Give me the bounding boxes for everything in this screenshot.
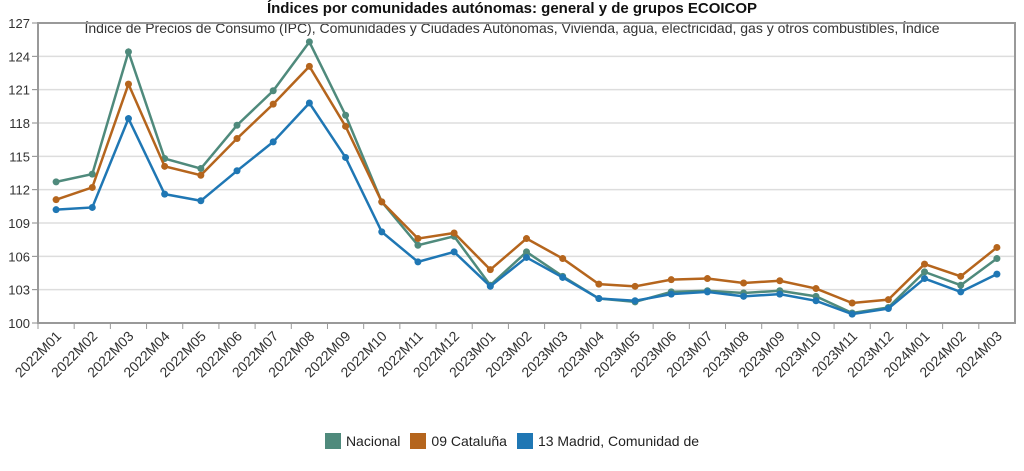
data-point bbox=[88, 170, 96, 178]
data-point bbox=[269, 100, 277, 108]
data-point bbox=[884, 305, 892, 313]
data-point bbox=[233, 121, 241, 129]
data-point bbox=[378, 198, 386, 206]
data-point bbox=[450, 248, 458, 256]
series-line-1 bbox=[55, 64, 998, 305]
chart-title: Índices por comunidades autónomas: gener… bbox=[266, 0, 758, 17]
data-point bbox=[559, 273, 567, 281]
line-chart: 1001031061091121151181211241272022M01202… bbox=[8, 16, 1016, 380]
data-point bbox=[848, 299, 856, 307]
data-point bbox=[161, 190, 169, 198]
data-point bbox=[812, 285, 820, 293]
series-line-0 bbox=[55, 39, 998, 315]
data-point bbox=[812, 297, 820, 305]
data-point bbox=[342, 122, 350, 130]
legend-item-nacional[interactable]: Nacional bbox=[324, 433, 401, 449]
data-point bbox=[921, 260, 929, 268]
data-point bbox=[957, 272, 965, 280]
data-point bbox=[378, 228, 386, 236]
data-point bbox=[740, 292, 748, 300]
data-point bbox=[921, 268, 929, 276]
data-point bbox=[450, 229, 458, 237]
data-point bbox=[197, 165, 205, 173]
data-point bbox=[305, 99, 313, 107]
y-tick-label: 121 bbox=[8, 83, 30, 98]
data-point bbox=[52, 178, 60, 186]
data-point bbox=[667, 276, 675, 284]
y-tick-label: 115 bbox=[9, 149, 30, 164]
data-point bbox=[124, 48, 132, 56]
y-tick-label: 118 bbox=[9, 116, 30, 131]
data-point bbox=[559, 255, 567, 263]
legend-item-cataluna[interactable]: 09 Cataluña bbox=[410, 433, 507, 449]
data-point bbox=[667, 290, 675, 298]
data-point bbox=[523, 248, 530, 256]
legend-swatch bbox=[410, 433, 427, 449]
data-point bbox=[305, 62, 313, 70]
data-point bbox=[884, 296, 892, 304]
data-point bbox=[740, 279, 748, 287]
data-point bbox=[342, 111, 350, 119]
data-point bbox=[124, 80, 132, 88]
data-point bbox=[523, 235, 530, 243]
data-point bbox=[523, 253, 530, 261]
data-point bbox=[703, 288, 711, 296]
data-point bbox=[414, 241, 422, 249]
series-line-2 bbox=[56, 100, 998, 316]
data-point bbox=[848, 310, 856, 318]
data-point bbox=[269, 138, 277, 146]
data-point bbox=[776, 277, 784, 285]
data-point bbox=[52, 196, 60, 204]
legend-item-madrid[interactable]: 13 Madrid, Comunidad de bbox=[516, 433, 700, 449]
data-point bbox=[595, 295, 603, 303]
y-tick-label: 112 bbox=[9, 183, 30, 198]
legend-label: 09 Cataluña bbox=[431, 433, 507, 449]
data-point bbox=[993, 255, 1001, 263]
data-point bbox=[197, 171, 205, 179]
data-point bbox=[305, 38, 313, 46]
data-point bbox=[269, 87, 277, 95]
plot-border bbox=[37, 22, 1016, 324]
data-point bbox=[414, 258, 422, 266]
data-point bbox=[957, 288, 965, 296]
data-point bbox=[921, 275, 929, 283]
data-point bbox=[957, 281, 965, 289]
data-point bbox=[342, 153, 350, 161]
data-point bbox=[993, 270, 1001, 278]
data-point bbox=[631, 282, 639, 290]
data-point bbox=[703, 275, 711, 283]
data-point bbox=[595, 280, 603, 288]
y-tick-label: 109 bbox=[8, 216, 30, 231]
data-point bbox=[88, 183, 96, 191]
data-point bbox=[631, 297, 639, 305]
data-point bbox=[414, 235, 422, 243]
data-point bbox=[486, 282, 494, 290]
data-point bbox=[161, 162, 169, 170]
legend: Nacional 09 Cataluña 13 Madrid, Comunida… bbox=[0, 433, 1024, 449]
legend-swatch bbox=[324, 433, 341, 449]
data-point bbox=[233, 167, 241, 175]
data-point bbox=[233, 135, 241, 143]
legend-swatch bbox=[516, 433, 533, 449]
data-point bbox=[486, 266, 494, 274]
data-point bbox=[776, 290, 784, 298]
y-tick-label: 124 bbox=[8, 49, 30, 64]
y-tick-label: 100 bbox=[8, 316, 30, 331]
legend-label: Nacional bbox=[345, 433, 401, 449]
legend-label: 13 Madrid, Comunidad de bbox=[537, 433, 700, 449]
data-point bbox=[993, 243, 1001, 251]
y-tick-label: 103 bbox=[8, 283, 30, 298]
y-tick-label: 127 bbox=[8, 16, 30, 31]
data-point bbox=[197, 197, 205, 205]
data-point bbox=[124, 115, 132, 123]
data-point bbox=[52, 206, 60, 214]
data-point bbox=[88, 203, 96, 211]
y-tick-label: 106 bbox=[8, 249, 30, 264]
